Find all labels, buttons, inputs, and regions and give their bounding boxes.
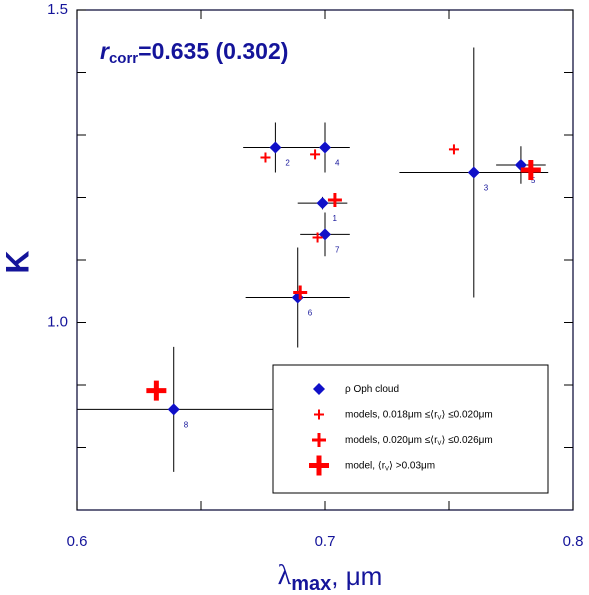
- legend-end: ⟩ >0.03μm: [389, 460, 435, 471]
- point-marker: [260, 152, 271, 163]
- point-marker: [310, 149, 321, 160]
- y-tick-label: 1.0: [47, 313, 68, 330]
- legend-end: ⟩ ≤0.020μm: [441, 409, 492, 420]
- point-marker: [327, 193, 342, 207]
- legend-sub: V: [437, 441, 441, 447]
- x-tick-label: 0.6: [67, 533, 88, 550]
- point-label: 4: [335, 159, 340, 168]
- point-label: 7: [335, 245, 340, 254]
- point-marker: [309, 455, 329, 476]
- x-axis-label: λmax, μm: [278, 560, 383, 595]
- annotation-rest: =0.635 (0.302): [138, 38, 288, 64]
- point-marker: [313, 383, 325, 395]
- legend-sub: V: [385, 466, 389, 472]
- x-tick-label: 0.8: [563, 533, 584, 550]
- x-label-rest: , μm: [331, 561, 382, 591]
- legend-label: models, 0.020μm ≤⟨rV⟩ ≤0.026μm: [345, 435, 493, 447]
- point-marker: [312, 433, 326, 447]
- legend-end: ⟩ ≤0.026μm: [441, 435, 492, 446]
- y-axis-label: K: [0, 250, 35, 273]
- legend-name: models, 0.018μm ≤⟨r: [345, 409, 438, 420]
- point-marker: [316, 197, 329, 210]
- point-label: 1: [333, 214, 338, 223]
- point-marker: [293, 285, 308, 300]
- point-marker: [269, 141, 282, 154]
- legend-label: models, 0.018μm ≤⟨rV⟩ ≤0.020μm: [345, 409, 493, 421]
- legend-sub: V: [437, 415, 441, 421]
- legend-name: models, 0.020μm ≤⟨r: [345, 435, 438, 446]
- point-label: 3: [484, 184, 489, 193]
- y-tick-label: 1.5: [47, 1, 68, 18]
- annotation-r: r: [100, 38, 110, 64]
- point-marker: [319, 141, 331, 154]
- legend-label: model, ⟨rV⟩ >0.03μm: [345, 460, 435, 472]
- point-marker: [314, 409, 324, 420]
- legend-box: [272, 364, 549, 494]
- x-label-sub: max: [291, 573, 331, 595]
- point-label: 8: [184, 420, 189, 429]
- annotation-sub: corr: [109, 50, 138, 67]
- x-tick-label: 0.7: [315, 533, 336, 550]
- x-label-main: λ: [278, 560, 292, 591]
- point-marker: [312, 232, 323, 243]
- point-marker: [467, 166, 480, 179]
- point-marker: [319, 228, 331, 241]
- point-marker: [520, 160, 541, 180]
- point-label: 5: [531, 176, 536, 185]
- point-label: 2: [285, 159, 290, 168]
- legend-name: model, ⟨r: [345, 460, 386, 471]
- annotation: rcorr=0.635 (0.302): [100, 38, 288, 67]
- point-marker: [167, 403, 180, 416]
- legend-name: ρ Oph cloud: [345, 384, 399, 395]
- point-marker: [448, 144, 459, 155]
- legend-label: ρ Oph cloud: [345, 384, 399, 395]
- point-marker: [146, 380, 167, 401]
- point-label: 6: [308, 309, 313, 318]
